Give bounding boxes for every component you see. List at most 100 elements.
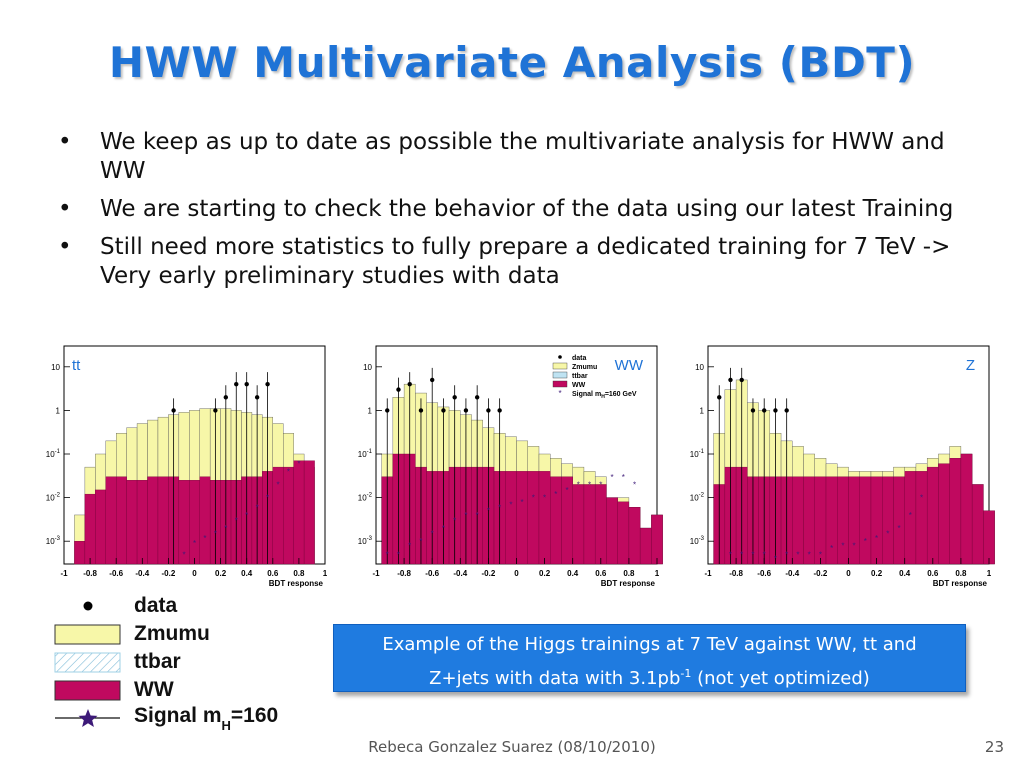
- signal-point: *: [808, 550, 811, 559]
- signal-point: *: [785, 550, 788, 559]
- y-tick-label: 10-3: [46, 536, 61, 546]
- signal-point: *: [464, 511, 467, 520]
- ww-bar: [859, 476, 872, 565]
- ww-bar: [617, 501, 630, 565]
- ww-bar: [628, 507, 641, 565]
- x-tick-label: 0.4: [241, 569, 253, 578]
- signal-point: *: [554, 490, 557, 499]
- mini-legend-label: ttbar: [572, 373, 588, 380]
- x-tick-label: 1: [655, 569, 660, 578]
- ww-bar: [651, 514, 663, 565]
- signal-point: *: [763, 550, 766, 559]
- data-point: [407, 381, 412, 387]
- signal-point: *: [203, 534, 206, 543]
- x-tick-label: 0.4: [899, 569, 911, 578]
- ww-bar: [95, 489, 106, 565]
- x-tick-label: -0.2: [814, 569, 828, 578]
- signal-point: *: [898, 524, 901, 533]
- ww-bar: [199, 476, 211, 565]
- signal-point: *: [498, 503, 501, 512]
- zmumu-swatch-icon: [54, 624, 121, 645]
- mini-legend-swatch: [552, 380, 568, 388]
- ttbar-swatch-icon: [54, 652, 121, 673]
- data-point: [474, 395, 480, 400]
- panel-label: Z: [966, 357, 975, 374]
- x-tick-label: -0.4: [135, 569, 149, 578]
- x-tick-label: 0: [192, 569, 197, 578]
- bullet-icon: •: [58, 196, 72, 222]
- data-point: [463, 408, 469, 413]
- x-tick-label: -0.8: [729, 569, 743, 578]
- y-tick-label: 10-3: [358, 536, 373, 546]
- data-marker-icon: [83, 601, 93, 611]
- legend-label-zmumu: Zmumu: [134, 622, 210, 645]
- signal-point: *: [909, 511, 912, 520]
- data-point: [418, 408, 424, 413]
- mini-legend-swatch: [552, 371, 568, 379]
- signal-point: *: [521, 498, 524, 507]
- page-number: 23: [984, 738, 1004, 756]
- x-axis-label: BDT response: [933, 579, 988, 588]
- ww-bar: [583, 484, 596, 565]
- y-tick-label: 10-1: [358, 449, 373, 459]
- x-tick-label: -0.2: [482, 569, 496, 578]
- signal-point: *: [193, 539, 196, 548]
- bullet-item: • We keep as up to date as possible the m…: [58, 128, 958, 186]
- x-axis-label: BDT response: [601, 579, 656, 588]
- y-tick-label: 10-2: [46, 493, 61, 503]
- data-point: [773, 408, 778, 413]
- x-tick-label: -0.6: [109, 569, 123, 578]
- slide-title: HWW Multivariate Analysis (BDT): [108, 38, 916, 87]
- legend-row-signal: Signal mH=160: [44, 704, 334, 733]
- x-tick-label: 0: [846, 569, 851, 578]
- signal-point: *: [622, 473, 625, 482]
- data-point: [234, 381, 239, 387]
- signal-point: *: [276, 480, 279, 489]
- y-tick-label: 10-1: [46, 449, 61, 459]
- x-tick-label: 0.2: [539, 569, 551, 578]
- bullet-text: Still need more statistics to fully prep…: [100, 234, 951, 289]
- ww-bar: [538, 471, 551, 565]
- signal-point: *: [245, 511, 248, 520]
- footer-text: Rebeca Gonzalez Suarez (08/10/2010): [368, 738, 656, 756]
- ww-bar: [983, 510, 995, 565]
- signal-point: *: [610, 473, 613, 482]
- legend: data Zmumu ttbar WW Signal mH=160: [44, 592, 334, 733]
- data-point: [739, 377, 744, 383]
- x-tick-label: -1: [704, 569, 712, 578]
- panel-label: tt: [72, 357, 81, 374]
- bullet-text: We are starting to check the behavior of…: [100, 196, 954, 222]
- bullet-icon: •: [58, 234, 72, 260]
- bullet-text: We keep as up to date as possible the mu…: [100, 129, 945, 184]
- y-tick-label: 10: [51, 363, 60, 372]
- signal-point: *: [830, 544, 833, 553]
- data-point: [213, 408, 218, 413]
- signal-point: *: [453, 516, 456, 525]
- signal-point: *: [543, 494, 546, 503]
- signal-point: *: [431, 530, 434, 539]
- ww-bar: [893, 476, 905, 565]
- y-tick-label: 10: [363, 363, 372, 372]
- chart-panel-tt: * * * * * * * * * * * * 10-3 10-2 10-1 1 10 -1 -0.8 -0.6 -0.…: [28, 342, 333, 590]
- ww-bar: [960, 453, 973, 565]
- mini-legend-dot: [558, 355, 562, 359]
- ww-bar: [147, 476, 159, 565]
- ww-bar: [639, 527, 652, 565]
- x-tick-label: -1: [372, 569, 380, 578]
- mini-legend-label: Signal mH=160 GeV: [572, 391, 637, 400]
- data-point: [385, 408, 390, 413]
- legend-label-ttbar: ttbar: [134, 650, 181, 673]
- x-tick-label: 0: [514, 569, 519, 578]
- ww-bar: [606, 497, 618, 565]
- signal-point: *: [397, 550, 400, 559]
- x-tick-label: 0.6: [927, 569, 939, 578]
- legend-row-ttbar: ttbar: [44, 650, 334, 677]
- signal-point: *: [920, 494, 923, 503]
- data-point: [750, 408, 756, 413]
- callout-box: Example of the Higgs trainings at 7 TeV …: [333, 624, 966, 692]
- x-tick-label: -0.4: [453, 569, 467, 578]
- chart-panel-z: * * * * * * * * * * * * * * * * * * 10-3 10-2 10-1 1 10 -1 -0.8-…: [672, 342, 997, 590]
- signal-point: *: [886, 530, 889, 539]
- data-point: [430, 377, 435, 383]
- signal-point: *: [442, 524, 445, 533]
